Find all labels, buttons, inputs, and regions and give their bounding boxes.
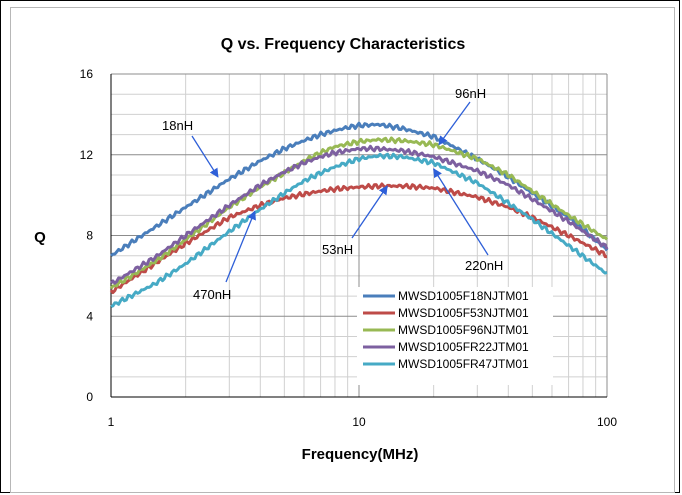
y-tick-label: 0 bbox=[86, 390, 93, 404]
x-tick-label: 1 bbox=[108, 415, 115, 429]
legend-label: MWSD1005F18NJTM01 bbox=[398, 289, 529, 303]
y-tick-label: 16 bbox=[80, 67, 94, 81]
chart-frame bbox=[10, 7, 675, 493]
series-line bbox=[110, 152, 608, 309]
annotation-label: 18nH bbox=[162, 118, 193, 133]
y-tick-label: 8 bbox=[86, 229, 93, 243]
legend-label: MWSD1005F53NJTM01 bbox=[398, 306, 529, 320]
annotation-arrow bbox=[225, 210, 256, 283]
annotation-arrow bbox=[438, 101, 471, 146]
chart-title: Q vs. Frequency Characteristics bbox=[221, 36, 466, 53]
annotation-label: 470nH bbox=[193, 287, 231, 302]
annotation-label: 220nH bbox=[465, 258, 503, 273]
legend-label: MWSD1005FR47JTM01 bbox=[398, 357, 529, 371]
x-axis-label: Frequency(MHz) bbox=[302, 446, 419, 463]
x-tick-label: 10 bbox=[352, 415, 366, 429]
y-axis-label: Q bbox=[34, 229, 46, 246]
annotation-label: 53nH bbox=[322, 242, 353, 257]
x-tick-label: 100 bbox=[597, 415, 617, 429]
annotation-arrow bbox=[433, 168, 489, 256]
series-line bbox=[109, 144, 609, 285]
annotation-arrow bbox=[191, 135, 219, 178]
y-tick-label: 12 bbox=[80, 148, 94, 162]
legend-box bbox=[357, 287, 553, 385]
series-line bbox=[110, 121, 609, 257]
legend-label: MWSD1005FR22JTM01 bbox=[398, 340, 529, 354]
series-line bbox=[109, 136, 609, 290]
y-tick-label: 4 bbox=[86, 309, 93, 323]
legend-label: MWSD1005F96NJTM01 bbox=[398, 323, 529, 337]
annotation-label: 96nH bbox=[455, 86, 486, 101]
annotation-arrow bbox=[351, 185, 388, 239]
